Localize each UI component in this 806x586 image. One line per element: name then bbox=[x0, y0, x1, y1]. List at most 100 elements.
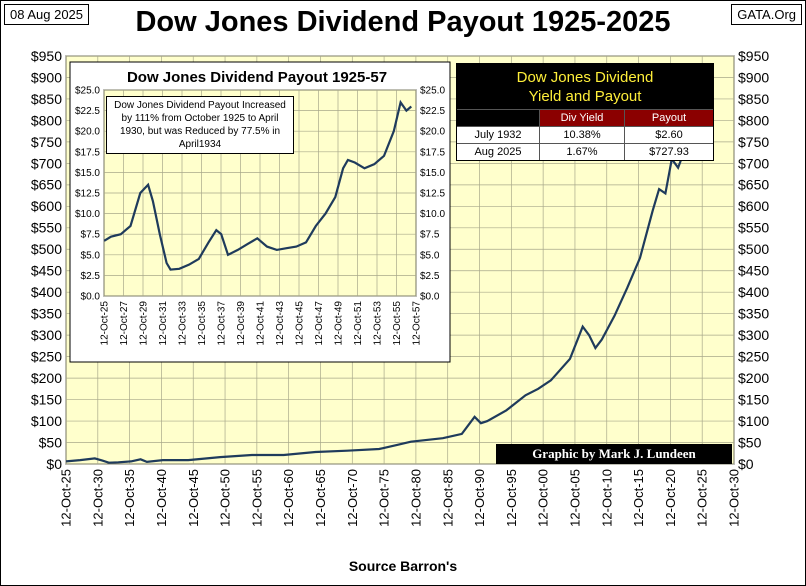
x-tick-label: 12-Oct-45 bbox=[186, 469, 201, 527]
y-tick-label: $750 bbox=[31, 134, 62, 150]
inset-title: Dow Jones Dividend Payout 1925-57 bbox=[127, 69, 387, 86]
x-tick-label: 12-Oct-55 bbox=[392, 301, 403, 346]
y-tick-label: $750 bbox=[738, 134, 769, 150]
y-tick-label: $200 bbox=[31, 370, 62, 386]
y-tick-label: $22.5 bbox=[75, 106, 100, 117]
x-tick-label: 12-Oct-47 bbox=[314, 301, 325, 346]
x-tick-label: 12-Oct-29 bbox=[139, 301, 150, 346]
x-tick-label: 12-Oct-30 bbox=[90, 469, 105, 527]
x-tick-label: 12-Oct-75 bbox=[377, 469, 392, 527]
x-tick-label: 12-Oct-39 bbox=[236, 301, 247, 346]
table-header-cell: Div Yield bbox=[539, 110, 624, 126]
y-tick-label: $400 bbox=[31, 284, 62, 300]
x-tick-label: 12-Oct-15 bbox=[631, 469, 646, 527]
x-tick-label: 12-Oct-20 bbox=[663, 469, 678, 527]
inset-y-axis-right: $0.0 $2.5 $5.0 $7.5 $10.0 $12.5 $15.0 $17.5 $20.… bbox=[420, 86, 445, 303]
y-tick-label: $0.0 bbox=[81, 292, 101, 303]
table-title: Dow Jones Dividend Yield and Payout bbox=[457, 64, 713, 109]
y-tick-label: $950 bbox=[738, 48, 769, 64]
y-tick-label: $500 bbox=[31, 241, 62, 257]
x-tick-label: 12-Oct-41 bbox=[256, 301, 267, 346]
table-title-line2: Yield and Payout bbox=[528, 88, 642, 105]
date-label: 08 Aug 2025 bbox=[4, 4, 90, 25]
main-y-axis-left: $0 $50 $100 $150 $200 $250 $300 $350 $400 $450 $50… bbox=[31, 48, 62, 472]
y-tick-label: $450 bbox=[738, 263, 769, 279]
y-tick-label: $900 bbox=[738, 69, 769, 85]
y-tick-label: $450 bbox=[31, 263, 62, 279]
y-tick-label: $850 bbox=[31, 91, 62, 107]
x-tick-label: 12-Oct-27 bbox=[119, 301, 130, 346]
y-tick-label: $20.0 bbox=[420, 127, 445, 138]
x-tick-label: 12-Oct-40 bbox=[154, 469, 169, 527]
table-header-row: Div Yield Payout bbox=[457, 109, 713, 126]
y-tick-label: $5.0 bbox=[81, 250, 101, 261]
y-tick-label: $150 bbox=[738, 391, 769, 407]
table-header-cell bbox=[457, 110, 539, 126]
table-cell: 10.38% bbox=[539, 127, 624, 143]
table-cell: $727.93 bbox=[624, 144, 713, 160]
inset-x-axis: 12-Oct-25 12-Oct-27 12-Oct-29 12-Oct-31 12-O… bbox=[100, 301, 423, 346]
y-tick-label: $200 bbox=[738, 370, 769, 386]
y-tick-label: $950 bbox=[31, 48, 62, 64]
y-tick-label: $25.0 bbox=[420, 86, 445, 97]
y-tick-label: $650 bbox=[31, 177, 62, 193]
y-tick-label: $15.0 bbox=[75, 168, 100, 179]
y-tick-label: $550 bbox=[31, 220, 62, 236]
y-tick-label: $2.5 bbox=[420, 271, 440, 282]
y-tick-label: $500 bbox=[738, 241, 769, 257]
x-tick-label: 12-Oct-70 bbox=[345, 469, 360, 527]
y-tick-label: $650 bbox=[738, 177, 769, 193]
main-y-axis-right: $0 $50 $100 $150 $200 $250 $300 $350 $400 $450 $50… bbox=[738, 48, 769, 472]
y-tick-label: $10.0 bbox=[420, 209, 445, 220]
y-tick-label: $50 bbox=[39, 434, 63, 450]
y-tick-label: $250 bbox=[738, 349, 769, 365]
y-tick-label: $800 bbox=[738, 112, 769, 128]
y-tick-label: $5.0 bbox=[420, 250, 440, 261]
y-tick-label: $0 bbox=[738, 456, 754, 472]
y-tick-label: $12.5 bbox=[75, 189, 100, 200]
x-tick-label: 12-Oct-30 bbox=[727, 469, 742, 527]
chart-title: Dow Jones Dividend Payout 1925-2025 bbox=[135, 6, 671, 38]
x-tick-label: 12-Oct-00 bbox=[536, 469, 551, 527]
graphic-credit: Graphic by Mark J. Lundeen bbox=[496, 444, 732, 464]
x-tick-label: 12-Oct-05 bbox=[568, 469, 583, 527]
table-cell: 1.67% bbox=[539, 144, 624, 160]
table-row: Aug 2025 1.67% $727.93 bbox=[457, 143, 713, 160]
y-tick-label: $350 bbox=[31, 306, 62, 322]
x-tick-label: 12-Oct-45 bbox=[295, 301, 306, 346]
y-tick-label: $22.5 bbox=[420, 106, 445, 117]
y-tick-label: $850 bbox=[738, 91, 769, 107]
y-tick-label: $15.0 bbox=[420, 168, 445, 179]
source-label: GATA.Org bbox=[731, 4, 802, 25]
x-tick-label: 12-Oct-51 bbox=[353, 301, 364, 346]
x-tick-label: 12-Oct-10 bbox=[599, 469, 614, 527]
y-tick-label: $900 bbox=[31, 69, 62, 85]
x-tick-label: 12-Oct-85 bbox=[440, 469, 455, 527]
y-tick-label: $12.5 bbox=[420, 189, 445, 200]
table-cell: July 1932 bbox=[474, 129, 522, 141]
x-tick-label: 12-Oct-43 bbox=[275, 301, 286, 346]
y-tick-label: $17.5 bbox=[420, 147, 445, 158]
x-tick-label: 12-Oct-95 bbox=[504, 469, 519, 527]
table-row: July 1932 10.38% $2.60 bbox=[457, 126, 713, 143]
y-tick-label: $2.5 bbox=[81, 271, 101, 282]
y-tick-label: $400 bbox=[738, 284, 769, 300]
inset-y-axis-left: $0.0 $2.5 $5.0 $7.5 $10.0 $12.5 $15.0 $17.5 $20.… bbox=[75, 86, 100, 303]
y-tick-label: $0.0 bbox=[420, 292, 440, 303]
main-x-axis: 12-Oct-25 12-Oct-30 12-Oct-35 12-Oct-40 12-O… bbox=[59, 469, 742, 527]
x-tick-label: 12-Oct-50 bbox=[218, 469, 233, 527]
y-tick-label: $100 bbox=[738, 413, 769, 429]
y-tick-label: $700 bbox=[31, 155, 62, 171]
x-tick-label: 12-Oct-25 bbox=[100, 301, 111, 346]
yield-payout-table: Dow Jones Dividend Yield and Payout Div … bbox=[456, 63, 714, 161]
y-tick-label: $7.5 bbox=[420, 230, 440, 241]
y-tick-label: $10.0 bbox=[75, 209, 100, 220]
y-tick-label: $7.5 bbox=[81, 230, 101, 241]
y-tick-label: $800 bbox=[31, 112, 62, 128]
x-tick-label: 12-Oct-37 bbox=[217, 301, 228, 346]
inset-annotation: Dow Jones Dividend Payout Increased by 1… bbox=[106, 96, 294, 154]
y-tick-label: $0 bbox=[46, 456, 62, 472]
main-series-line bbox=[65, 90, 702, 464]
x-tick-label: 12-Oct-33 bbox=[178, 301, 189, 346]
y-tick-label: $25.0 bbox=[75, 86, 100, 97]
